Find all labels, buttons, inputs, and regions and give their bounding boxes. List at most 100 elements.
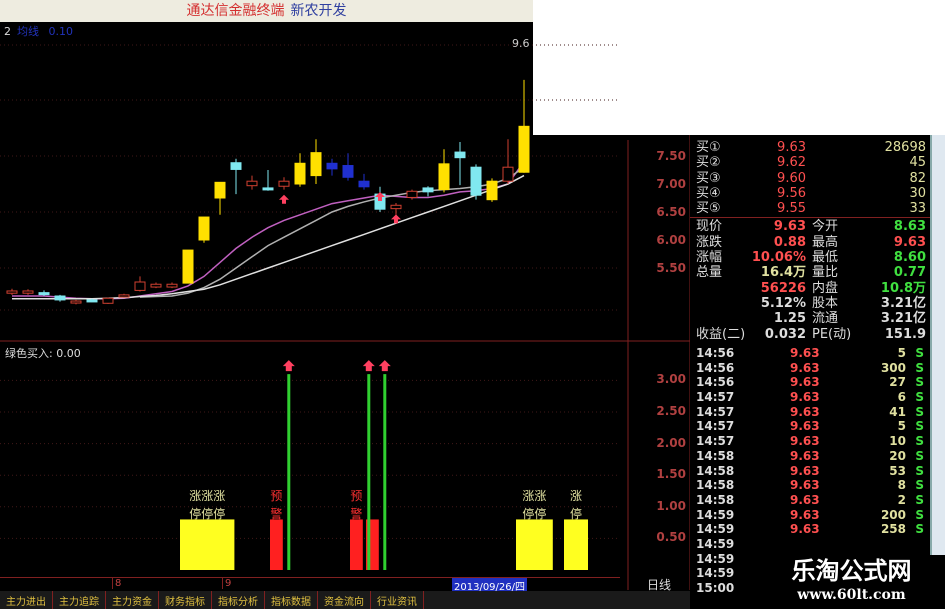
tick-volume: 27	[889, 375, 906, 390]
tick-row: 14:59	[690, 566, 930, 581]
candle	[214, 181, 226, 215]
indicator-tab[interactable]: 资金流向	[318, 591, 371, 609]
scrollbar[interactable]	[930, 135, 945, 555]
quote-label: 总量	[696, 265, 723, 281]
tick-volume: 53	[889, 463, 906, 478]
tick-volume: 258	[880, 522, 906, 537]
price-tick: 7.50	[656, 149, 686, 163]
sub-tick: 3.00	[656, 372, 686, 387]
bid-volume: 45	[909, 155, 926, 171]
limit-up-bar	[180, 519, 235, 570]
tick-volume: 10	[889, 434, 906, 449]
tick-volume: 6	[897, 390, 906, 405]
candle-body	[6, 290, 18, 294]
quote-label: 今开	[812, 219, 839, 235]
title-bar: 通达信金融终端 新农开发	[0, 0, 533, 22]
quote-value: 9.63	[893, 234, 926, 250]
tick-price: 9.63	[790, 463, 820, 478]
candle-body	[22, 290, 34, 294]
indicator-tab[interactable]: 指标数据	[265, 591, 318, 609]
tick-price: 9.63	[790, 478, 820, 493]
indicator-tab[interactable]: 主力进出	[0, 591, 53, 609]
quote-value: 3.21亿	[880, 295, 926, 311]
bid-label: 买①	[696, 140, 721, 155]
candle-body	[70, 300, 82, 304]
candle	[454, 142, 466, 186]
bar-label: 预	[270, 489, 283, 503]
tick-side: S	[915, 522, 924, 537]
quote-value: 0.77	[893, 265, 926, 281]
bid-label: 买⑤	[696, 201, 721, 217]
sub-tick: 1.50	[656, 467, 686, 482]
tick-price: 9.63	[790, 522, 820, 537]
bid-volume: 28698	[884, 140, 926, 155]
tick-side: S	[915, 492, 924, 507]
quote-value: 10.06%	[751, 250, 806, 266]
price-tick: 6.00	[656, 233, 686, 247]
quote-label: 股本	[812, 295, 839, 311]
candle-body	[134, 281, 146, 291]
bid-row: 买① 9.63 28698	[690, 140, 930, 155]
limit-up-bar	[516, 519, 553, 570]
tick-time: 14:57	[696, 419, 735, 434]
indicator-value: 0.10	[48, 25, 74, 38]
tick-side: S	[915, 448, 924, 463]
tick-side: S	[915, 463, 924, 478]
quote-value: 3.21亿	[880, 311, 926, 327]
bid-row: 买② 9.62 45	[690, 155, 930, 170]
sub-tick: 1.00	[656, 498, 686, 513]
tick-time: 14:57	[696, 390, 735, 405]
kline-chart[interactable]	[0, 0, 690, 590]
tick-list[interactable]: 14:56 9.63 5 S 14:56 9.63 300 S 14:56 9.63 27 S 14:5…	[690, 346, 930, 596]
candle	[246, 175, 258, 190]
tick-time: 14:58	[696, 478, 735, 493]
quote-label: 最低	[812, 250, 839, 266]
tick-side: S	[915, 390, 924, 405]
candle	[422, 186, 434, 197]
quote-row: 涨幅 10.06% 最低 8.60	[690, 250, 930, 265]
period-label[interactable]: 日线	[646, 578, 671, 592]
candle	[134, 276, 146, 292]
tick-row: 14:58 9.63 20 S	[690, 449, 930, 464]
candle-body	[454, 151, 466, 159]
tick-row: 14:59	[690, 537, 930, 552]
candle	[470, 164, 482, 200]
candle	[22, 289, 34, 295]
app-title: 通达信金融终端	[186, 3, 285, 19]
indicator-tab[interactable]: 主力追踪	[53, 591, 106, 609]
indicator-tab[interactable]: 主力资金	[106, 591, 159, 609]
candle-body	[198, 216, 210, 241]
candle	[86, 298, 98, 303]
candle	[486, 178, 498, 202]
bid-price: 9.55	[777, 201, 806, 217]
quote-row: 1.25 流通 3.21亿	[690, 311, 930, 326]
tick-price: 9.63	[790, 375, 820, 390]
tick-time: 14:59	[696, 522, 735, 537]
candle	[406, 189, 418, 200]
tick-price: 9.63	[790, 346, 820, 360]
quote-value: 0.88	[773, 234, 806, 250]
candle-body	[54, 295, 66, 301]
tick-row: 14:59 9.63 258 S	[690, 522, 930, 537]
quote-value: 8.63	[893, 219, 926, 235]
bid-price: 9.62	[777, 155, 806, 171]
date-bar: 8 9 2013/09/26/四	[0, 577, 620, 593]
candle	[294, 153, 306, 187]
indicator-tab[interactable]: 财务指标	[159, 591, 212, 609]
limit-up-bar	[564, 519, 588, 570]
bid-price: 9.56	[777, 185, 806, 201]
tick-price: 9.63	[790, 507, 820, 522]
tick-time: 14:57	[696, 434, 735, 449]
bid-price: 9.60	[777, 170, 806, 186]
month-label: 8	[112, 578, 121, 589]
tick-price: 9.63	[790, 360, 820, 375]
indicator-tab[interactable]: 行业资讯	[371, 591, 424, 609]
indicator-tab[interactable]: 指标分析	[212, 591, 265, 609]
candle-body	[310, 152, 322, 177]
watermark-url: www.60lt.com	[797, 587, 906, 603]
tick-price: 9.63	[790, 404, 820, 419]
candle	[358, 173, 370, 190]
bar-label: 涨涨涨	[189, 489, 226, 503]
tick-row: 14:58 9.63 8 S	[690, 478, 930, 493]
tick-side: S	[915, 404, 924, 419]
